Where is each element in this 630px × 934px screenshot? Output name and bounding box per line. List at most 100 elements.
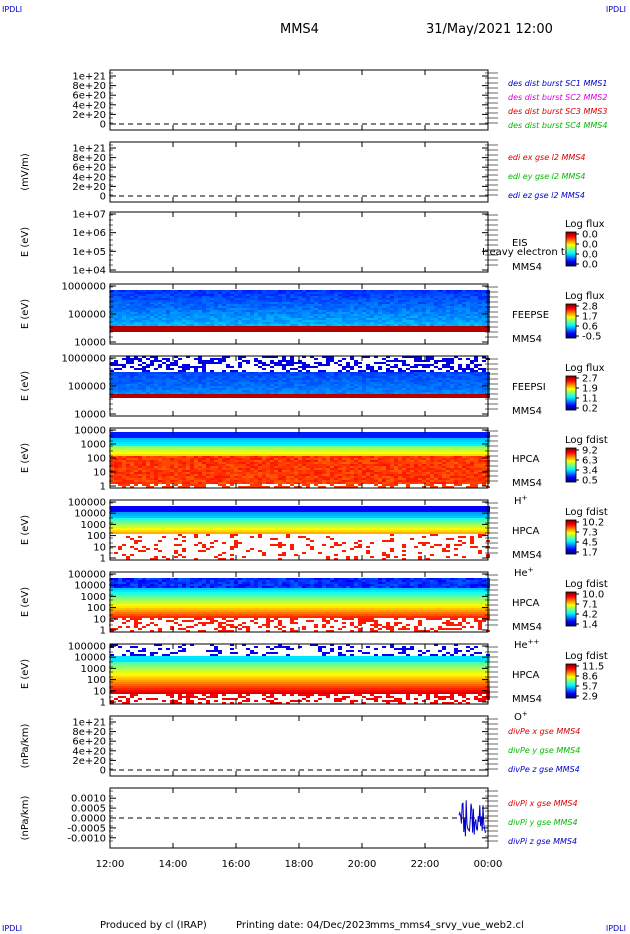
spectrogram-cell [466, 444, 470, 446]
spectrogram-cell [150, 356, 154, 358]
spectrogram-cell [370, 326, 374, 328]
spectrogram-cell [250, 374, 254, 376]
spectrogram-cell [114, 298, 118, 300]
colorbar-cell [566, 245, 576, 247]
spectrogram-cell [410, 306, 414, 308]
spectrogram-cell [390, 312, 394, 314]
spectrogram-cell [238, 374, 242, 376]
spectrogram-cell [246, 292, 250, 294]
spectrogram-cell [422, 448, 426, 450]
colorbar-cell [566, 330, 576, 332]
spectrogram-cell [322, 302, 326, 304]
spectrogram-cell [238, 364, 242, 366]
spectrogram-cell [270, 452, 274, 454]
spectrogram-cell [258, 380, 262, 382]
spectrogram-cell [326, 328, 330, 330]
spectrogram-cell [326, 292, 330, 294]
spectrogram-cell [134, 396, 138, 398]
spectrogram-cell [462, 442, 466, 444]
spectrogram-cell [378, 384, 382, 386]
spectrogram-cell [478, 450, 482, 452]
spectrogram-cell [266, 304, 270, 306]
colorbar-cell [566, 377, 576, 379]
spectrogram-cell [162, 390, 166, 392]
spectrogram-cell [306, 442, 310, 444]
spectrogram-cell [254, 304, 258, 306]
spectrogram-cell [302, 378, 306, 380]
spectrogram-cell [134, 374, 138, 376]
spectrogram-cell [154, 386, 158, 388]
spectrogram-cell [262, 296, 266, 298]
spectrogram-cell [226, 308, 230, 310]
spectrogram-cell [422, 388, 426, 390]
spectrogram-cell [186, 382, 190, 384]
spectrogram-cell [118, 374, 122, 376]
spectrogram-cell [186, 304, 190, 306]
spectrogram-cell [478, 314, 482, 316]
spectrogram-cell [314, 328, 318, 330]
spectrogram-cell [282, 438, 286, 440]
spectrogram-cell [238, 316, 242, 318]
spectrogram-cell [446, 314, 450, 316]
spectrogram-cell [234, 382, 238, 384]
spectrogram-cell [286, 318, 290, 320]
spectrogram-cell [482, 314, 486, 316]
spectrogram-cell [458, 436, 462, 438]
spectrogram-cell [410, 292, 414, 294]
spectrogram-cell [206, 296, 210, 298]
spectrogram-cell [414, 384, 418, 386]
spectrogram-cell [274, 292, 278, 294]
y-tick-label-panel3: 1e+05 [72, 247, 106, 258]
spectrogram-cell [422, 440, 426, 442]
spectrogram-cell [346, 384, 350, 386]
spectrogram-cell [414, 394, 418, 396]
spectrogram-cell [198, 314, 202, 316]
spectrogram-cell [478, 306, 482, 308]
spectrogram-cell [158, 360, 162, 362]
spectrogram-cell [130, 292, 134, 294]
spectrogram-cell [310, 386, 314, 388]
spectrogram-cell [282, 368, 286, 370]
spectrogram-cell [114, 450, 118, 452]
spectrogram-cell [314, 448, 318, 450]
spectrogram-cell [238, 314, 242, 316]
spectrogram-cell [358, 362, 362, 364]
spectrogram-cell [210, 300, 214, 302]
spectrogram-cell [482, 384, 486, 386]
spectrogram-cell [174, 450, 178, 452]
spectrogram-cell [426, 392, 430, 394]
spectrogram-cell [190, 294, 194, 296]
spectrogram-cell [226, 386, 230, 388]
spectrogram-cell [378, 446, 382, 448]
spectrogram-cell [382, 394, 386, 396]
spectrogram-cell [170, 314, 174, 316]
spectrogram-cell [150, 320, 154, 322]
spectrogram-cell [470, 320, 474, 322]
spectrogram-cell [202, 304, 206, 306]
spectrogram-cell [342, 436, 346, 438]
spectrogram-cell [186, 432, 190, 434]
spectrogram-cell [162, 306, 166, 308]
spectrogram-cell [270, 328, 274, 330]
spectrogram-cell [442, 446, 446, 448]
spectrogram-cell [178, 314, 182, 316]
spectrogram-cell [342, 330, 346, 332]
spectrogram-cell [450, 308, 454, 310]
spectrogram-cell [170, 378, 174, 380]
spectrogram-cell [150, 318, 154, 320]
spectrogram-cell [446, 374, 450, 376]
spectrogram-cell [386, 384, 390, 386]
spectrogram-cell [162, 434, 166, 436]
spectrogram-cell [246, 390, 250, 392]
spectrogram-cell [398, 382, 402, 384]
spectrogram-cell [266, 378, 270, 380]
spectrogram-cell [386, 368, 390, 370]
spectrogram-cell [230, 434, 234, 436]
spectrogram-cell [142, 316, 146, 318]
spectrogram-cell [386, 360, 390, 362]
spectrogram-cell [162, 310, 166, 312]
spectrogram-cell [138, 390, 142, 392]
spectrogram-cell [410, 374, 414, 376]
spectrogram-cell [450, 366, 454, 368]
spectrogram-cell [266, 396, 270, 398]
